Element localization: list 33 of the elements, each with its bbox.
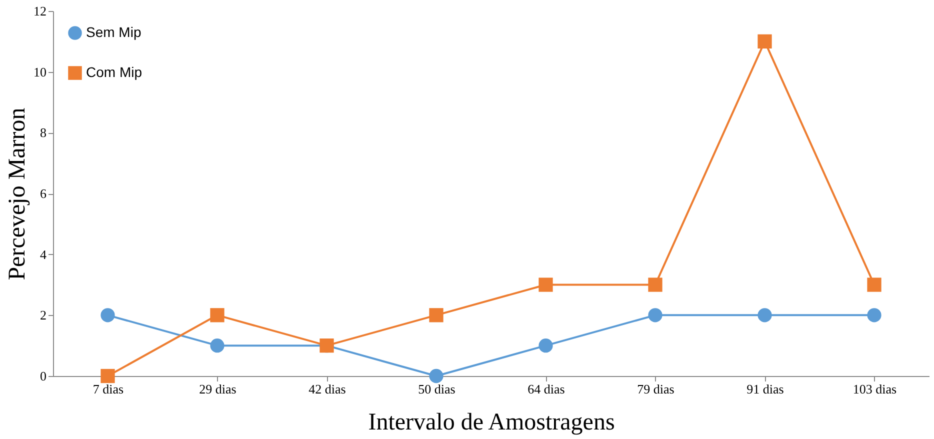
point: [538, 278, 553, 292]
x-tick-label: 103 dias: [852, 382, 897, 396]
y-tick-label: 2: [40, 308, 46, 323]
point: [648, 278, 662, 292]
y-tick-label: 4: [40, 246, 47, 262]
point: [648, 308, 662, 322]
y-tick-label: 12: [34, 4, 46, 18]
x-tick-label: 91 dias: [746, 382, 784, 396]
point: [429, 308, 444, 322]
point: [538, 338, 553, 353]
x-tick-label: 64 dias: [528, 382, 565, 396]
point: [758, 34, 772, 48]
y-axis-title: Percevejo Marron: [4, 108, 30, 280]
y-tick-label: 10: [34, 64, 46, 80]
point: [867, 308, 882, 322]
x-tick-label: 50 dias: [418, 382, 456, 396]
point: [867, 278, 882, 292]
x-tick-label: 79 dias: [637, 382, 674, 396]
x-tick-label: 42 dias: [308, 382, 346, 396]
x-tick-label: 29 dias: [199, 382, 236, 396]
point: [100, 368, 115, 384]
point: [100, 308, 115, 322]
legend-label: Sem Mip: [86, 24, 142, 40]
y-tick-label: 8: [40, 125, 46, 140]
point: [758, 308, 772, 322]
y-tick-label: 6: [40, 186, 47, 201]
x-axis-title: Intervalo de Amostragens: [368, 410, 615, 436]
point: [429, 368, 444, 384]
x-tick-label: 7 dias: [92, 382, 124, 396]
legend-label: Com Mip: [86, 64, 142, 80]
point: [210, 308, 224, 322]
point: [210, 338, 224, 353]
y-tick-label: 0: [40, 368, 46, 384]
